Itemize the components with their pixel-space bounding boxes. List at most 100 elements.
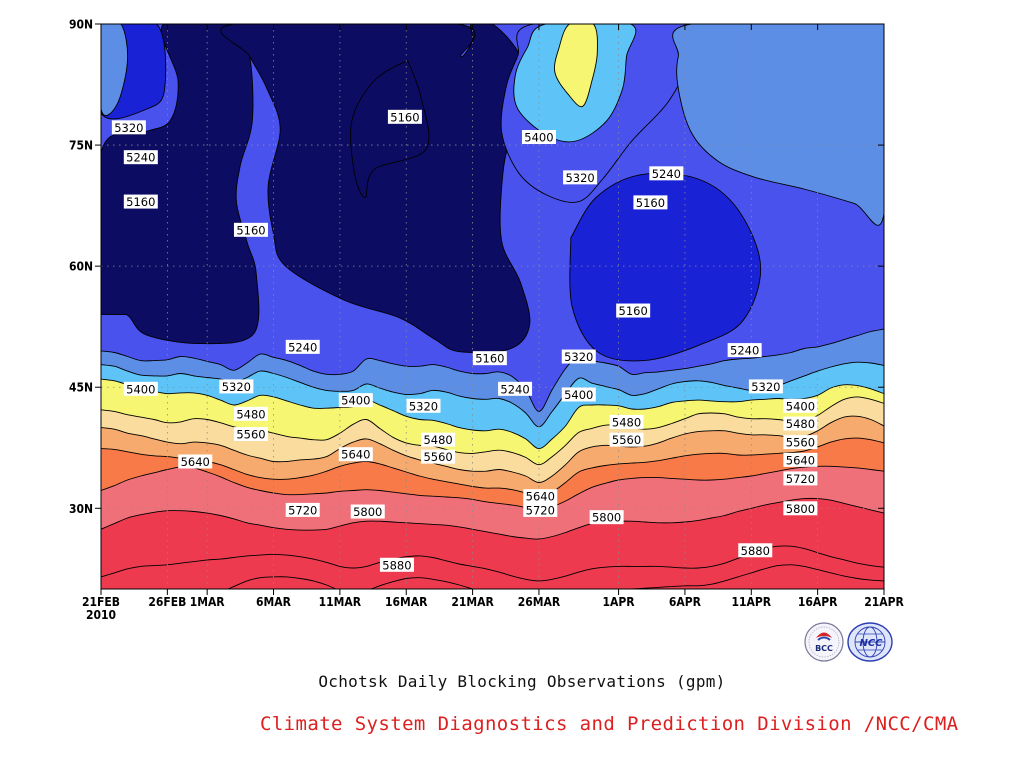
- contour-label: 5160: [472, 351, 507, 366]
- contour-label-box: [783, 398, 818, 413]
- contour-label-value: 5880: [741, 544, 770, 558]
- contour-label: 5160: [233, 222, 268, 237]
- x-tick-label: 21FEB: [82, 595, 120, 609]
- contour-label: 5800: [783, 501, 818, 516]
- contour-label-value: 5480: [612, 415, 641, 429]
- contour-label-box: [523, 502, 558, 517]
- contour-label: 5320: [748, 379, 783, 394]
- contour-label: 5160: [616, 303, 651, 318]
- contour-label-value: 5640: [181, 455, 210, 469]
- credit-line: Climate System Diagnostics and Predictio…: [260, 713, 959, 735]
- contour-label-box: [498, 381, 533, 396]
- contour-label-value: 5320: [222, 380, 251, 394]
- contour-label-value: 5800: [353, 505, 382, 519]
- contour-label-box: [379, 557, 414, 572]
- contour-label-value: 5320: [114, 121, 143, 135]
- contour-label-box: [123, 194, 158, 209]
- contour-label-value: 5400: [524, 131, 553, 145]
- contour-label-box: [111, 120, 146, 135]
- contour-label-value: 5320: [409, 399, 438, 413]
- x-tick-label: 26FEB: [148, 595, 186, 609]
- contour-label-value: 5720: [786, 472, 815, 486]
- contour-label: 5560: [783, 435, 818, 450]
- contour-label-box: [727, 343, 762, 358]
- contour-line-5960: [227, 564, 884, 589]
- contour-label: 5800: [350, 504, 385, 519]
- contour-label-box: [561, 349, 596, 364]
- contour-label-value: 5160: [236, 223, 265, 237]
- contour-label-value: 5160: [126, 195, 155, 209]
- contour-label-value: 5480: [236, 407, 265, 421]
- x-tick-label: 1MAR: [190, 595, 226, 609]
- x-year-label: 2010: [86, 608, 116, 622]
- x-tick-label: 26MAR: [518, 595, 561, 609]
- contour-label: 5400: [783, 398, 818, 413]
- contour-label-value: 5560: [612, 433, 641, 447]
- contour-label-box: [521, 130, 556, 144]
- contour-label: 5320: [406, 398, 441, 413]
- contour-label-box: [285, 339, 320, 354]
- x-tick-label: 16APR: [798, 595, 838, 609]
- grid-lines: [101, 24, 884, 589]
- contour-label: 5720: [523, 502, 558, 517]
- axes: 21FEB 26FEB 1MAR 6MAR 11MAR 16MAR 21MAR 26MAR 1A…: [69, 18, 905, 623]
- y-tick-label: 75N: [69, 139, 93, 153]
- x-tick-label: 16MAR: [385, 595, 428, 609]
- contour-label: 5400: [338, 393, 373, 408]
- contour-label-value: 5320: [751, 380, 780, 394]
- y-tick-label: 60N: [69, 260, 93, 274]
- contour-label: 5640: [178, 454, 213, 469]
- contour-region-5480-11: [554, 24, 598, 108]
- contour-label: 5160: [633, 195, 668, 210]
- contour-region-5160-1: [220, 24, 532, 354]
- contour-label: 5320: [219, 379, 254, 394]
- contour-label-box: [338, 447, 373, 462]
- y-tick-label: 90N: [69, 18, 93, 32]
- contour-label: 5240: [649, 166, 684, 181]
- contour-label-value: 5480: [423, 433, 452, 447]
- x-tick-label: 11APR: [731, 595, 771, 609]
- x-tick-label: 6MAR: [256, 595, 292, 609]
- contour-label-box: [421, 432, 456, 447]
- contour-label-box: [406, 398, 441, 413]
- contour-label-box: [350, 504, 385, 519]
- contour-label-box: [233, 222, 268, 237]
- contour-label-box: [561, 387, 596, 402]
- contour-labels: 5320 5240 5160 5160 5160 5400 5320 5240 5160 5160…: [111, 109, 818, 572]
- contour-band-5960: [228, 564, 884, 589]
- contour-label-box: [123, 381, 158, 396]
- contour-label: 5400: [123, 381, 158, 396]
- contour-label-value: 5240: [126, 151, 155, 165]
- y-tick-label: 45N: [69, 381, 93, 395]
- x-tick-label: 21MAR: [451, 595, 494, 609]
- contour-label-value: 5400: [126, 382, 155, 396]
- contour-label: 5240: [123, 150, 158, 165]
- contour-label: 5400: [561, 387, 596, 402]
- contour-label-value: 5560: [423, 450, 452, 464]
- contour-region-5160-2: [350, 59, 430, 198]
- plot-frame: [100, 23, 885, 590]
- contour-label-value: 5400: [564, 388, 593, 402]
- x-tick-label: 21APR: [864, 595, 904, 609]
- contour-label-box: [472, 351, 507, 366]
- contour-label-value: 5480: [786, 417, 815, 431]
- contour-label: 5160: [387, 109, 422, 124]
- contour-fills: [101, 24, 884, 589]
- contour-line-5240: [101, 328, 884, 412]
- contour-label: 5800: [589, 510, 624, 525]
- contour-line-5480: [101, 396, 884, 466]
- contour-label-box: [563, 170, 598, 185]
- contour-label-box: [609, 414, 644, 429]
- contour-label: 5560: [421, 449, 456, 464]
- contour-label: 5640: [783, 452, 818, 467]
- contour-label-box: [338, 393, 373, 408]
- contour-label-box: [609, 432, 644, 447]
- contour-label-value: 5560: [236, 428, 265, 442]
- contour-label-box: [589, 510, 624, 525]
- contour-label: 5240: [285, 339, 320, 354]
- contour-label-value: 5240: [730, 344, 759, 358]
- contour-label: 5480: [783, 416, 818, 431]
- contour-label: 5480: [233, 406, 268, 421]
